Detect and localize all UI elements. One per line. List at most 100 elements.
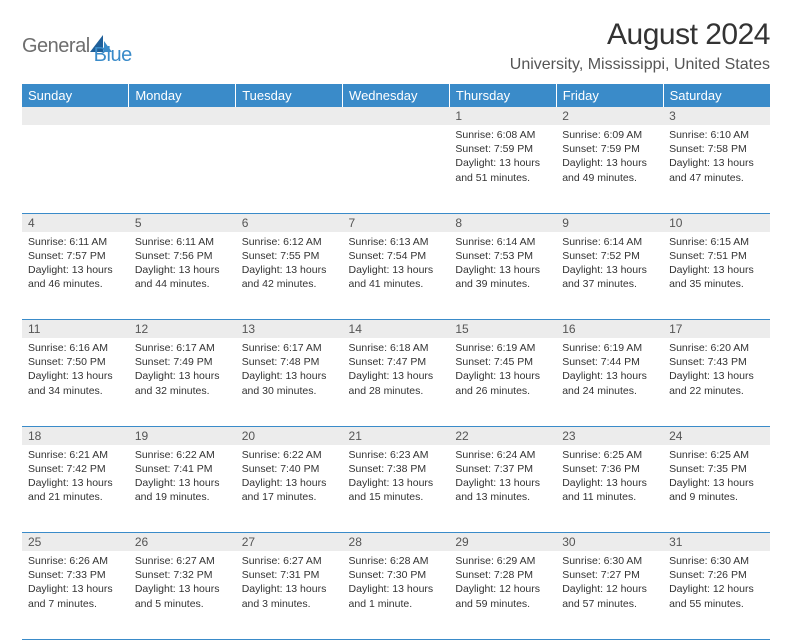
sunset-text: Sunset: 7:28 PM — [455, 568, 550, 582]
col-wednesday: Wednesday — [343, 84, 450, 107]
day-number: 27 — [236, 533, 343, 552]
day-number: 23 — [556, 426, 663, 445]
day-number: 2 — [556, 107, 663, 125]
sunrise-text: Sunrise: 6:26 AM — [28, 554, 123, 568]
day-number: 9 — [556, 213, 663, 232]
sunset-text: Sunset: 7:30 PM — [349, 568, 444, 582]
day-number: 17 — [663, 320, 770, 339]
month-title: August 2024 — [510, 18, 770, 52]
day-cell: Sunrise: 6:27 AMSunset: 7:32 PMDaylight:… — [129, 551, 236, 639]
sunrise-text: Sunrise: 6:21 AM — [28, 448, 123, 462]
title-block: August 2024 University, Mississippi, Uni… — [510, 18, 770, 74]
sunrise-text: Sunrise: 6:30 AM — [562, 554, 657, 568]
day-cell: Sunrise: 6:13 AMSunset: 7:54 PMDaylight:… — [343, 232, 450, 320]
calendar-table: Sunday Monday Tuesday Wednesday Thursday… — [22, 84, 770, 640]
sunrise-text: Sunrise: 6:15 AM — [669, 235, 764, 249]
sunset-text: Sunset: 7:38 PM — [349, 462, 444, 476]
day-number: 11 — [22, 320, 129, 339]
sunrise-text: Sunrise: 6:23 AM — [349, 448, 444, 462]
logo: General Blue — [22, 18, 132, 67]
sunset-text: Sunset: 7:47 PM — [349, 355, 444, 369]
daynum-row: 123 — [22, 107, 770, 125]
daylight-text: Daylight: 13 hours and 47 minutes. — [669, 156, 764, 184]
daynum-row: 45678910 — [22, 213, 770, 232]
sunrise-text: Sunrise: 6:11 AM — [135, 235, 230, 249]
daylight-text: Daylight: 13 hours and 9 minutes. — [669, 476, 764, 504]
day-number — [343, 107, 450, 125]
sunset-text: Sunset: 7:41 PM — [135, 462, 230, 476]
sunrise-text: Sunrise: 6:24 AM — [455, 448, 550, 462]
daylight-text: Daylight: 13 hours and 39 minutes. — [455, 263, 550, 291]
weekday-header-row: Sunday Monday Tuesday Wednesday Thursday… — [22, 84, 770, 107]
day-cell: Sunrise: 6:19 AMSunset: 7:45 PMDaylight:… — [449, 338, 556, 426]
day-number: 24 — [663, 426, 770, 445]
sunset-text: Sunset: 7:35 PM — [669, 462, 764, 476]
daynum-row: 11121314151617 — [22, 320, 770, 339]
day-cell: Sunrise: 6:11 AMSunset: 7:57 PMDaylight:… — [22, 232, 129, 320]
sunrise-text: Sunrise: 6:25 AM — [669, 448, 764, 462]
col-sunday: Sunday — [22, 84, 129, 107]
sunrise-text: Sunrise: 6:22 AM — [135, 448, 230, 462]
sunrise-text: Sunrise: 6:10 AM — [669, 128, 764, 142]
sunrise-text: Sunrise: 6:09 AM — [562, 128, 657, 142]
location: University, Mississippi, United States — [510, 56, 770, 74]
day-number: 22 — [449, 426, 556, 445]
daylight-text: Daylight: 13 hours and 24 minutes. — [562, 369, 657, 397]
day-number: 3 — [663, 107, 770, 125]
daylight-text: Daylight: 13 hours and 21 minutes. — [28, 476, 123, 504]
day-number: 5 — [129, 213, 236, 232]
daylight-text: Daylight: 13 hours and 17 minutes. — [242, 476, 337, 504]
sunrise-text: Sunrise: 6:17 AM — [135, 341, 230, 355]
content-row: Sunrise: 6:11 AMSunset: 7:57 PMDaylight:… — [22, 232, 770, 320]
day-cell: Sunrise: 6:25 AMSunset: 7:36 PMDaylight:… — [556, 445, 663, 533]
day-cell: Sunrise: 6:25 AMSunset: 7:35 PMDaylight:… — [663, 445, 770, 533]
content-row: Sunrise: 6:16 AMSunset: 7:50 PMDaylight:… — [22, 338, 770, 426]
daylight-text: Daylight: 13 hours and 46 minutes. — [28, 263, 123, 291]
sunset-text: Sunset: 7:59 PM — [562, 142, 657, 156]
sunset-text: Sunset: 7:40 PM — [242, 462, 337, 476]
day-cell — [343, 125, 450, 213]
sunrise-text: Sunrise: 6:28 AM — [349, 554, 444, 568]
daylight-text: Daylight: 13 hours and 44 minutes. — [135, 263, 230, 291]
sunrise-text: Sunrise: 6:19 AM — [562, 341, 657, 355]
logo-text-blue: Blue — [94, 44, 132, 67]
col-thursday: Thursday — [449, 84, 556, 107]
daylight-text: Daylight: 13 hours and 1 minute. — [349, 582, 444, 610]
sunset-text: Sunset: 7:54 PM — [349, 249, 444, 263]
col-saturday: Saturday — [663, 84, 770, 107]
day-cell: Sunrise: 6:23 AMSunset: 7:38 PMDaylight:… — [343, 445, 450, 533]
sunset-text: Sunset: 7:44 PM — [562, 355, 657, 369]
sunrise-text: Sunrise: 6:12 AM — [242, 235, 337, 249]
daylight-text: Daylight: 13 hours and 41 minutes. — [349, 263, 444, 291]
day-cell: Sunrise: 6:24 AMSunset: 7:37 PMDaylight:… — [449, 445, 556, 533]
sunset-text: Sunset: 7:42 PM — [28, 462, 123, 476]
day-cell: Sunrise: 6:17 AMSunset: 7:48 PMDaylight:… — [236, 338, 343, 426]
day-cell: Sunrise: 6:16 AMSunset: 7:50 PMDaylight:… — [22, 338, 129, 426]
day-number: 26 — [129, 533, 236, 552]
day-number: 4 — [22, 213, 129, 232]
day-number: 30 — [556, 533, 663, 552]
day-cell: Sunrise: 6:09 AMSunset: 7:59 PMDaylight:… — [556, 125, 663, 213]
sunrise-text: Sunrise: 6:25 AM — [562, 448, 657, 462]
sunrise-text: Sunrise: 6:27 AM — [242, 554, 337, 568]
sunrise-text: Sunrise: 6:16 AM — [28, 341, 123, 355]
day-cell: Sunrise: 6:11 AMSunset: 7:56 PMDaylight:… — [129, 232, 236, 320]
sunset-text: Sunset: 7:57 PM — [28, 249, 123, 263]
sunset-text: Sunset: 7:59 PM — [455, 142, 550, 156]
daylight-text: Daylight: 13 hours and 26 minutes. — [455, 369, 550, 397]
day-cell — [236, 125, 343, 213]
day-number: 15 — [449, 320, 556, 339]
sunset-text: Sunset: 7:31 PM — [242, 568, 337, 582]
day-number: 13 — [236, 320, 343, 339]
daylight-text: Daylight: 13 hours and 3 minutes. — [242, 582, 337, 610]
day-number: 18 — [22, 426, 129, 445]
col-friday: Friday — [556, 84, 663, 107]
sunset-text: Sunset: 7:51 PM — [669, 249, 764, 263]
header: General Blue August 2024 University, Mis… — [22, 18, 770, 74]
day-cell: Sunrise: 6:14 AMSunset: 7:52 PMDaylight:… — [556, 232, 663, 320]
day-number: 6 — [236, 213, 343, 232]
sunrise-text: Sunrise: 6:20 AM — [669, 341, 764, 355]
sunrise-text: Sunrise: 6:14 AM — [455, 235, 550, 249]
sunrise-text: Sunrise: 6:19 AM — [455, 341, 550, 355]
day-cell: Sunrise: 6:22 AMSunset: 7:41 PMDaylight:… — [129, 445, 236, 533]
